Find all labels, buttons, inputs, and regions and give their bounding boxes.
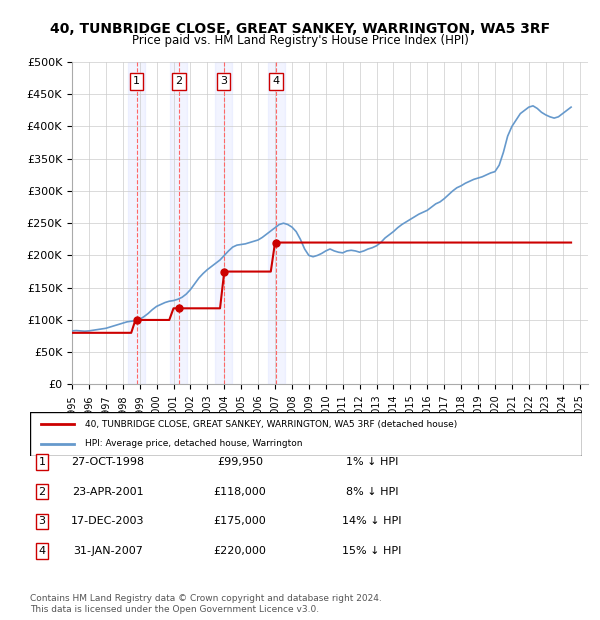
Text: 14% ↓ HPI: 14% ↓ HPI: [342, 516, 402, 526]
Bar: [170, 62, 187, 384]
Text: 3: 3: [220, 76, 227, 86]
Text: 4: 4: [38, 546, 46, 556]
Text: 15% ↓ HPI: 15% ↓ HPI: [343, 546, 401, 556]
Text: 27-OCT-1998: 27-OCT-1998: [71, 457, 145, 467]
Text: 3: 3: [38, 516, 46, 526]
Text: 8% ↓ HPI: 8% ↓ HPI: [346, 487, 398, 497]
Text: £99,950: £99,950: [217, 457, 263, 467]
Text: £118,000: £118,000: [214, 487, 266, 497]
Bar: [268, 62, 285, 384]
Text: 40, TUNBRIDGE CLOSE, GREAT SANKEY, WARRINGTON, WA5 3RF (detached house): 40, TUNBRIDGE CLOSE, GREAT SANKEY, WARRI…: [85, 420, 457, 429]
Text: 40, TUNBRIDGE CLOSE, GREAT SANKEY, WARRINGTON, WA5 3RF: 40, TUNBRIDGE CLOSE, GREAT SANKEY, WARRI…: [50, 22, 550, 36]
Text: Contains HM Land Registry data © Crown copyright and database right 2024.
This d: Contains HM Land Registry data © Crown c…: [30, 595, 382, 614]
Text: 1% ↓ HPI: 1% ↓ HPI: [346, 457, 398, 467]
Text: 2: 2: [38, 487, 46, 497]
Text: Price paid vs. HM Land Registry's House Price Index (HPI): Price paid vs. HM Land Registry's House …: [131, 34, 469, 47]
Text: 1: 1: [38, 457, 46, 467]
Bar: [128, 62, 145, 384]
Text: HPI: Average price, detached house, Warrington: HPI: Average price, detached house, Warr…: [85, 439, 303, 448]
Bar: [215, 62, 232, 384]
FancyBboxPatch shape: [30, 412, 582, 456]
Text: 1: 1: [133, 76, 140, 86]
Text: 4: 4: [273, 76, 280, 86]
Text: £175,000: £175,000: [214, 516, 266, 526]
Text: 31-JAN-2007: 31-JAN-2007: [73, 546, 143, 556]
Text: 2: 2: [175, 76, 182, 86]
Text: 17-DEC-2003: 17-DEC-2003: [71, 516, 145, 526]
Text: £220,000: £220,000: [214, 546, 266, 556]
Text: 23-APR-2001: 23-APR-2001: [72, 487, 144, 497]
